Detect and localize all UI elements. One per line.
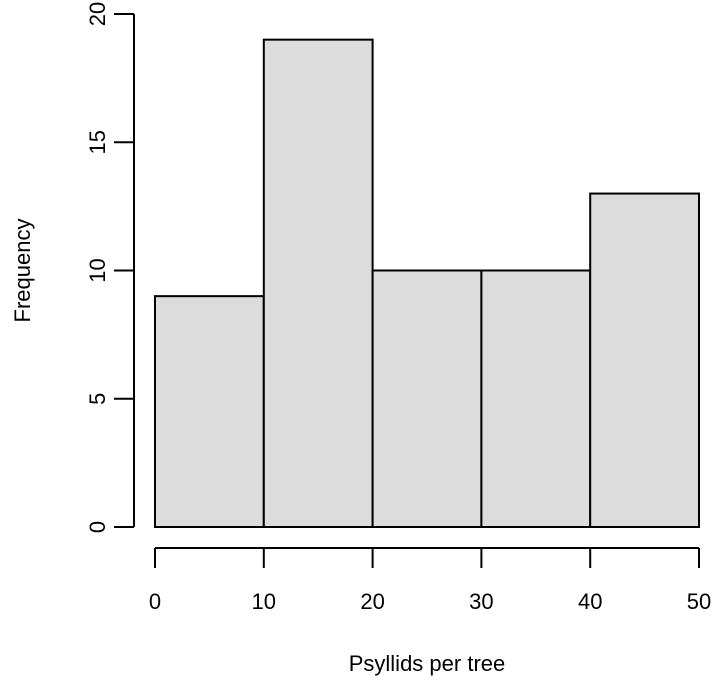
histogram-bar-0	[154, 295, 265, 528]
x-tick-label-4: 40	[578, 589, 602, 614]
y-tick-label-1: 5	[85, 393, 110, 405]
x-tick-label-3: 30	[469, 589, 493, 614]
y-tick-label-0: 0	[85, 521, 110, 533]
histogram-bar-3	[480, 269, 592, 528]
x-tick-label-0: 0	[149, 589, 161, 614]
histogram-bar-4	[589, 192, 701, 529]
x-tick-label-1: 10	[252, 589, 276, 614]
x-tick-label-5: 50	[687, 589, 711, 614]
histogram-bar-2	[371, 269, 483, 528]
x-axis: 0 10 20 30 40 50	[149, 547, 711, 614]
y-axis-title: Frequency	[10, 219, 35, 323]
x-tick-label-2: 20	[360, 589, 384, 614]
bars-group	[154, 38, 701, 529]
y-tick-label-3: 15	[85, 130, 110, 154]
y-tick-label-2: 10	[85, 258, 110, 282]
y-tick-label-4: 20	[85, 2, 110, 26]
histogram-bar-1	[262, 38, 374, 529]
x-axis-title: Psyllids per tree	[349, 651, 506, 676]
y-axis: 0 5 10 15 20	[85, 2, 135, 533]
